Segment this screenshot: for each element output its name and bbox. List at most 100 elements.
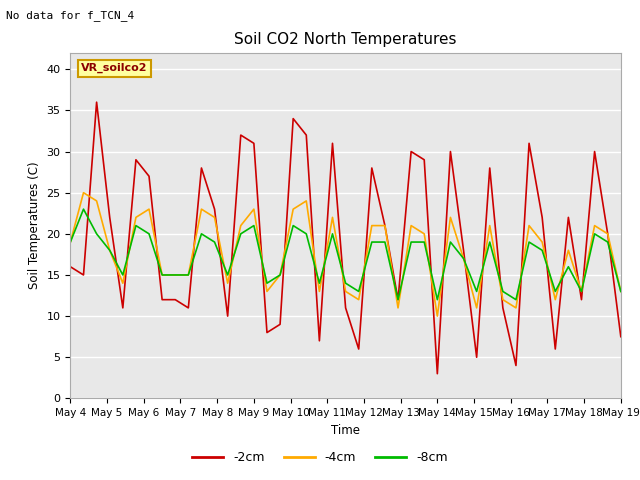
-4cm bbox=[433, 313, 441, 319]
-8cm bbox=[591, 231, 598, 237]
-4cm bbox=[145, 206, 153, 212]
-8cm bbox=[433, 297, 441, 302]
-8cm bbox=[145, 231, 153, 237]
-8cm bbox=[158, 272, 166, 278]
-2cm bbox=[564, 215, 572, 220]
-4cm bbox=[93, 198, 100, 204]
-8cm bbox=[394, 297, 402, 302]
-4cm bbox=[79, 190, 87, 195]
-4cm bbox=[473, 305, 481, 311]
-8cm bbox=[342, 280, 349, 286]
-8cm bbox=[329, 231, 337, 237]
-2cm bbox=[499, 305, 507, 311]
-8cm bbox=[93, 231, 100, 237]
Line: -4cm: -4cm bbox=[70, 192, 621, 316]
-4cm bbox=[591, 223, 598, 228]
-8cm bbox=[368, 239, 376, 245]
-8cm bbox=[525, 239, 533, 245]
-4cm bbox=[499, 297, 507, 302]
-2cm bbox=[67, 264, 74, 270]
-2cm bbox=[355, 346, 362, 352]
-8cm bbox=[198, 231, 205, 237]
-4cm bbox=[420, 231, 428, 237]
-8cm bbox=[460, 256, 467, 262]
-8cm bbox=[184, 272, 192, 278]
-8cm bbox=[447, 239, 454, 245]
-4cm bbox=[198, 206, 205, 212]
-2cm bbox=[525, 141, 533, 146]
-8cm bbox=[276, 272, 284, 278]
-8cm bbox=[67, 239, 74, 245]
-2cm bbox=[617, 334, 625, 339]
-8cm bbox=[420, 239, 428, 245]
-2cm bbox=[79, 272, 87, 278]
-8cm bbox=[538, 247, 546, 253]
-2cm bbox=[93, 99, 100, 105]
-8cm bbox=[381, 239, 388, 245]
-4cm bbox=[158, 272, 166, 278]
-8cm bbox=[263, 280, 271, 286]
-2cm bbox=[211, 206, 218, 212]
-4cm bbox=[538, 239, 546, 245]
-4cm bbox=[460, 256, 467, 262]
X-axis label: Time: Time bbox=[331, 424, 360, 437]
-4cm bbox=[552, 297, 559, 302]
-4cm bbox=[250, 206, 258, 212]
-4cm bbox=[617, 288, 625, 294]
-8cm bbox=[106, 247, 113, 253]
-8cm bbox=[237, 231, 244, 237]
-2cm bbox=[132, 157, 140, 163]
-8cm bbox=[132, 223, 140, 228]
-8cm bbox=[512, 297, 520, 302]
-4cm bbox=[512, 305, 520, 311]
-4cm bbox=[381, 223, 388, 228]
Line: -2cm: -2cm bbox=[70, 102, 621, 374]
-4cm bbox=[604, 231, 612, 237]
Text: No data for f_TCN_4: No data for f_TCN_4 bbox=[6, 10, 134, 21]
-2cm bbox=[591, 149, 598, 155]
-4cm bbox=[394, 305, 402, 311]
Title: Soil CO2 North Temperatures: Soil CO2 North Temperatures bbox=[234, 33, 457, 48]
-4cm bbox=[303, 198, 310, 204]
-4cm bbox=[67, 239, 74, 245]
-8cm bbox=[473, 288, 481, 294]
-8cm bbox=[303, 231, 310, 237]
-8cm bbox=[79, 206, 87, 212]
-8cm bbox=[211, 239, 218, 245]
-2cm bbox=[263, 330, 271, 336]
-8cm bbox=[119, 272, 127, 278]
-4cm bbox=[224, 280, 232, 286]
-2cm bbox=[303, 132, 310, 138]
Text: VR_soilco2: VR_soilco2 bbox=[81, 63, 148, 73]
-4cm bbox=[486, 223, 493, 228]
-4cm bbox=[289, 206, 297, 212]
-4cm bbox=[276, 272, 284, 278]
-2cm bbox=[604, 231, 612, 237]
-2cm bbox=[119, 305, 127, 311]
-4cm bbox=[263, 288, 271, 294]
-4cm bbox=[342, 288, 349, 294]
-2cm bbox=[433, 371, 441, 377]
-2cm bbox=[276, 322, 284, 327]
-2cm bbox=[289, 116, 297, 121]
-4cm bbox=[316, 288, 323, 294]
-2cm bbox=[329, 141, 337, 146]
-4cm bbox=[564, 247, 572, 253]
-8cm bbox=[604, 239, 612, 245]
-2cm bbox=[224, 313, 232, 319]
-2cm bbox=[578, 297, 586, 302]
-2cm bbox=[198, 165, 205, 171]
-2cm bbox=[538, 215, 546, 220]
-2cm bbox=[552, 346, 559, 352]
-4cm bbox=[407, 223, 415, 228]
Legend: -2cm, -4cm, -8cm: -2cm, -4cm, -8cm bbox=[187, 446, 453, 469]
-8cm bbox=[289, 223, 297, 228]
-4cm bbox=[172, 272, 179, 278]
-4cm bbox=[106, 247, 113, 253]
-4cm bbox=[329, 215, 337, 220]
-8cm bbox=[617, 288, 625, 294]
-8cm bbox=[578, 288, 586, 294]
-2cm bbox=[407, 149, 415, 155]
-8cm bbox=[499, 288, 507, 294]
-8cm bbox=[355, 288, 362, 294]
